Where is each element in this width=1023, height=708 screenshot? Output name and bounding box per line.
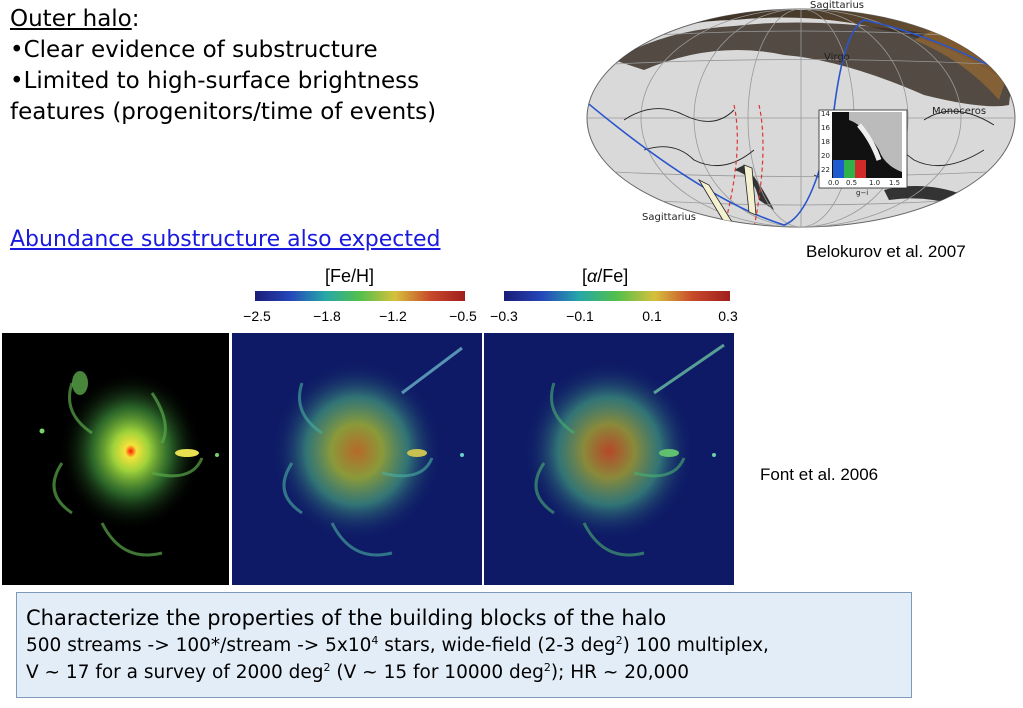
inset-y-tick: 16 <box>821 124 830 132</box>
alpha-tick: 0.1 <box>642 308 662 324</box>
simulation-panel-feh <box>232 333 482 585</box>
summary-text: V ~ 17 for a survey of 2000 deg <box>26 662 324 683</box>
feh-tick: −1.2 <box>379 308 407 324</box>
superscript: 2 <box>323 661 331 674</box>
summary-line-2: V ~ 17 for a survey of 2000 deg2 (V ~ 15… <box>26 659 769 686</box>
superscript: 2 <box>615 634 623 647</box>
sagittarius-label-bottom: Sagittarius <box>642 212 697 223</box>
feh-colorbar <box>255 291 465 301</box>
inset-x-tick: 0.0 <box>828 179 840 187</box>
alpha-title-open: [ <box>582 266 588 286</box>
credit-font: Font et al. 2006 <box>760 465 879 484</box>
feh-tick: −2.5 <box>243 308 271 324</box>
bullet-item-continuation: features (progenitors/time of events) <box>10 99 437 125</box>
bullet-item: •Limited to high-surface brightness <box>10 68 420 94</box>
inset-y-tick: 14 <box>821 110 830 118</box>
bullet-block: Outer halo: •Clear evidence of substruct… <box>10 4 436 128</box>
inset-y-tick: 18 <box>821 138 830 146</box>
alpha-title-close: /Fe] <box>597 266 629 286</box>
inset-x-tick: 1.5 <box>889 179 901 187</box>
summary-text: (V ~ 15 for 10000 deg <box>330 662 544 683</box>
inset-y-tick: 20 <box>821 152 830 160</box>
inset-x-tick: 1.0 <box>869 179 881 187</box>
bullet-item: •Clear evidence of substructure <box>10 37 378 63</box>
summary-text: 500 streams -> 100*/stream -> 5x10 <box>26 635 372 656</box>
heading-colon: : <box>131 6 140 32</box>
feh-tick: −0.5 <box>449 308 477 324</box>
summary-text: ); HR ~ 20,000 <box>550 662 689 683</box>
alpha-colorbar-title: [α/Fe] <box>582 266 628 287</box>
alpha-symbol: α <box>587 266 598 286</box>
summary-text: ) 100 multiplex, <box>622 635 769 656</box>
outer-halo-label: Outer halo <box>10 6 132 32</box>
simulation-panel-alpha <box>484 333 734 585</box>
sagittarius-label-top: Sagittarius <box>810 0 865 11</box>
alpha-tick: 0.3 <box>718 308 738 324</box>
alpha-tick: −0.1 <box>566 308 594 324</box>
inset-y-tick: 22 <box>821 166 830 174</box>
feh-colorbar-title: [Fe/H] <box>325 266 375 286</box>
feh-colorbar-ticks: −2.5 −1.8 −1.2 −0.5 <box>233 308 487 326</box>
credit-belokurov: Belokurov et al. 2007 <box>806 242 966 261</box>
summary-line-1: 500 streams -> 100*/stream -> 5x104 star… <box>26 632 769 659</box>
monoceros-label: Monoceros <box>932 106 987 117</box>
alpha-tick: −0.3 <box>490 308 518 324</box>
inset-x-label: g−i <box>856 189 869 197</box>
alpha-colorbar <box>504 291 730 301</box>
virgo-label: Virgo <box>824 52 850 63</box>
simulation-panel-density <box>2 333 229 585</box>
superscript: 4 <box>371 634 379 647</box>
abundance-link[interactable]: Abundance substructure also expected <box>10 227 441 252</box>
inset-x-tick: 0.5 <box>846 179 858 187</box>
feh-tick: −1.8 <box>313 308 341 324</box>
sky-coverage-region <box>594 10 1014 80</box>
summary-heading: Characterize the properties of the build… <box>26 606 667 630</box>
superscript: 2 <box>543 661 551 674</box>
sky-map-graphic <box>586 8 1016 228</box>
summary-text: stars, wide-field (2-3 deg <box>378 635 616 656</box>
sky-map: Sagittarius Sagittarius Virgo Monoceros … <box>584 0 1018 232</box>
alpha-colorbar-ticks: −0.3 −0.1 0.1 0.3 <box>484 308 746 326</box>
summary-box: Characterize the properties of the build… <box>16 592 912 698</box>
outer-halo-heading: Outer halo: <box>10 4 436 35</box>
